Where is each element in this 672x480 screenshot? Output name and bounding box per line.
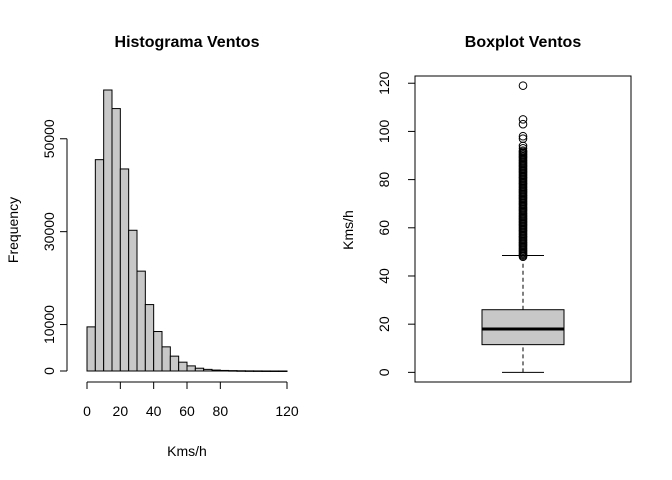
histogram-bar [86, 326, 96, 372]
boxplot-outlier-point [518, 131, 528, 141]
histogram-x-tick-label: 40 [146, 403, 162, 419]
histogram-bar [269, 370, 280, 372]
histogram-bar [119, 168, 130, 372]
boxplot-y-tick-label: 0 [376, 368, 392, 376]
boxplot-box [481, 309, 565, 346]
histogram-x-tick-label: 80 [213, 403, 229, 419]
histogram-x-axis-label: Kms/h [167, 443, 207, 459]
histogram-bar [261, 370, 271, 372]
histogram-panel: Histograma Ventos 0 10000 30000 50000 0 20 40… [5, 34, 299, 459]
histogram-bars [86, 89, 288, 372]
boxplot-panel: Boxplot Ventos 0 20 40 60 80 100 120 Kms/h [340, 34, 632, 383]
histogram-y-tick-label: 50000 [41, 119, 57, 158]
histogram-bar [136, 270, 146, 372]
histogram-bar [178, 361, 188, 372]
boxplot-outlier-point [518, 134, 528, 143]
boxplot-y-axis: 0 20 40 60 80 100 120 [376, 71, 416, 376]
boxplot-outlier-point [518, 143, 528, 153]
histogram-bar [253, 370, 263, 372]
boxplot-outlier-point [518, 81, 528, 90]
histogram-x-axis: 0 20 40 60 80 120 [83, 381, 299, 419]
histogram-x-tick-label: 0 [83, 403, 91, 419]
histogram-bar [111, 108, 121, 372]
histogram-bar [153, 331, 163, 372]
histogram-bar [236, 370, 246, 372]
histogram-bar [244, 370, 255, 372]
histogram-x-tick-label: 20 [113, 403, 129, 419]
boxplot-y-tick-label: 60 [376, 220, 392, 236]
histogram-bar [103, 89, 113, 372]
boxplot-y-axis-label: Kms/h [340, 210, 356, 250]
histogram-bar [211, 369, 221, 372]
histogram-bar [278, 370, 288, 372]
histogram-bar [94, 159, 105, 372]
histogram-bar [144, 304, 155, 372]
boxplot-outliers [518, 81, 528, 262]
histogram-y-tick-label: 0 [41, 367, 57, 375]
histogram-bar [203, 368, 213, 372]
boxplot-title: Boxplot Ventos [465, 34, 582, 51]
histogram-y-axis: 0 10000 30000 50000 [41, 119, 68, 375]
histogram-bar [194, 367, 205, 372]
boxplot-y-tick-label: 80 [376, 172, 392, 188]
histogram-x-tick-label: 60 [179, 403, 195, 419]
boxplot-y-tick-label: 100 [376, 120, 392, 144]
boxplot-outlier-point [518, 119, 528, 129]
boxplot-y-tick-label: 40 [376, 268, 392, 284]
boxplot-y-tick-label: 120 [376, 71, 392, 95]
histogram-bar [161, 346, 171, 372]
histogram-bar [219, 369, 230, 372]
histogram-bar [128, 229, 138, 372]
histogram-y-tick-label: 30000 [41, 212, 57, 251]
boxplot-body [481, 255, 565, 373]
histogram-y-axis-label: Frequency [5, 197, 21, 263]
boxplot-outlier-point [518, 146, 528, 155]
histogram-title: Histograma Ventos [115, 34, 260, 51]
histogram-bar [169, 355, 180, 372]
boxplot-y-tick-label: 20 [376, 316, 392, 332]
histogram-bar [186, 365, 196, 372]
histogram-y-tick-label: 10000 [41, 305, 57, 344]
boxplot-outlier-point [518, 115, 528, 124]
histogram-x-tick-label: 120 [275, 403, 299, 419]
histogram-bar [228, 370, 238, 372]
